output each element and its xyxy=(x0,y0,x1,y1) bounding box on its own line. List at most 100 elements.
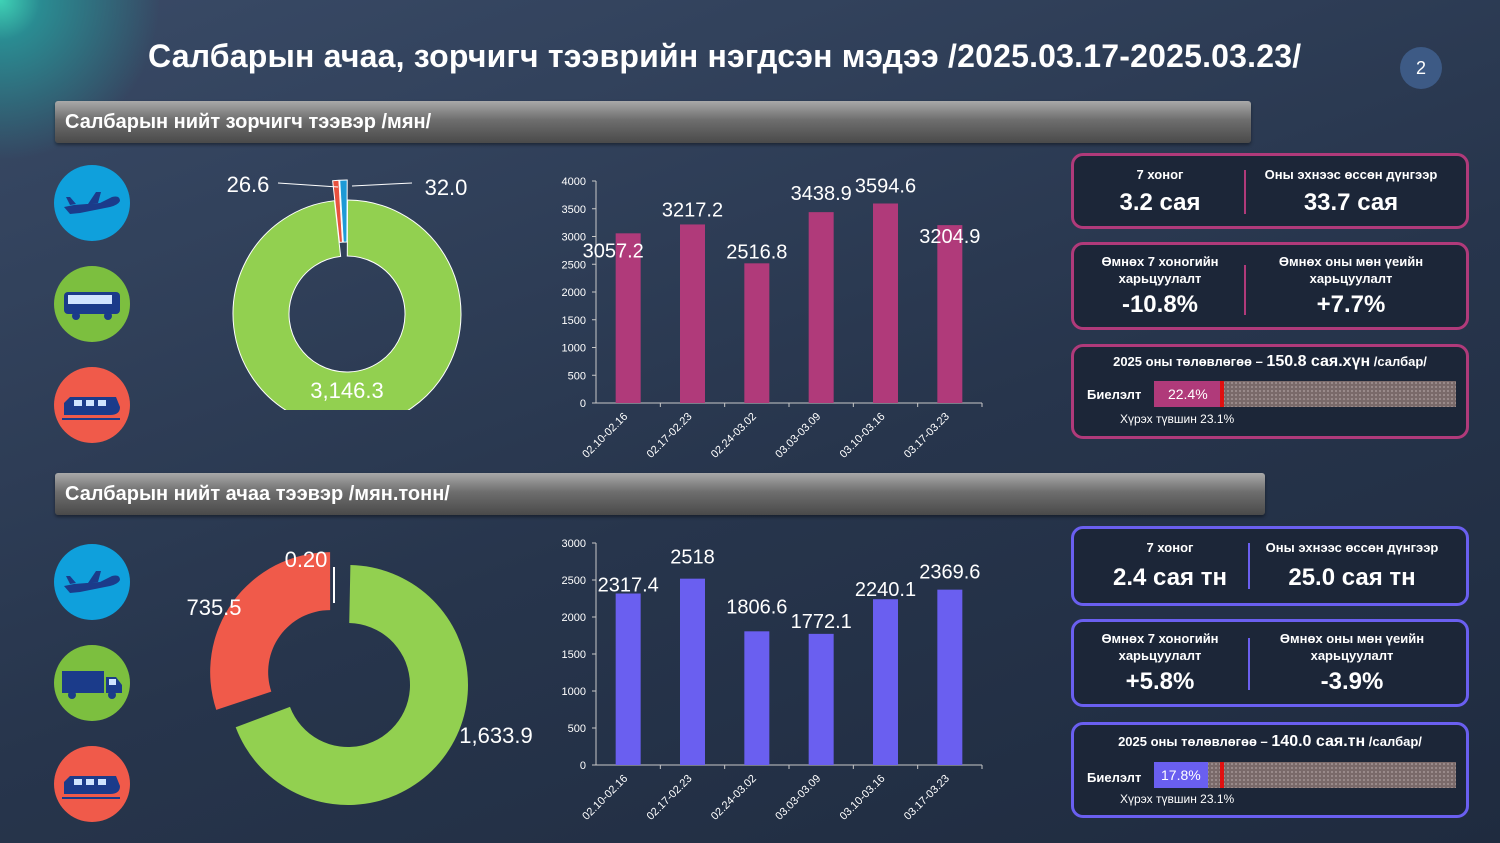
bar-data-label: 3438.9 xyxy=(791,183,852,205)
divider xyxy=(1244,170,1246,214)
passenger-kpi-card: 7 хоног 3.2 сая Оны эхнээс өссөн дүнгээр… xyxy=(1071,153,1469,229)
target-marker xyxy=(1219,762,1224,788)
bar-data-label: 2317.4 xyxy=(598,575,659,597)
page-title: Салбарын ачаа, зорчигч тээврийн нэгдсэн … xyxy=(148,38,1302,74)
donut-slice xyxy=(210,552,331,710)
cargo-bar xyxy=(615,593,641,765)
progress-label: Биелэлт xyxy=(1087,387,1142,402)
cmp-week-label: харьцуулалт xyxy=(1118,648,1202,663)
donut-data-label: 32.0 xyxy=(425,175,468,200)
x-tick-label: 03.03-03.09 xyxy=(773,773,823,823)
passenger-bar xyxy=(873,203,898,403)
passenger-comparison-card: Өмнөх 7 хоногийн харьцуулалт -10.8% Өмнө… xyxy=(1071,242,1469,330)
cmp-year-value: +7.7% xyxy=(1316,291,1386,318)
y-tick-label: 1000 xyxy=(562,686,586,698)
x-tick-label: 02.17-02.23 xyxy=(645,773,695,823)
cmp-week-label: Өмнөх 7 хоногийн xyxy=(1101,254,1219,269)
passenger-bar xyxy=(680,224,705,403)
divider xyxy=(1248,638,1250,690)
leader-line xyxy=(351,182,413,187)
passenger-bar xyxy=(744,263,770,403)
passenger-bar-chart: 0 500 1000 1500 2000 2500 3000 3500 4000 02.10-02… xyxy=(562,175,983,461)
y-tick-label: 1500 xyxy=(562,649,586,661)
y-tick-label: 500 xyxy=(568,723,586,735)
cmp-year-label: Өмнөх оны мөн үеийн xyxy=(1278,254,1424,269)
cmp-week-value: -10.8% xyxy=(1121,291,1199,318)
cmp-year-label: Өмнөх оны мөн үеийн xyxy=(1279,631,1425,646)
leader-line xyxy=(277,182,339,188)
y-tick-label: 0 xyxy=(580,760,586,772)
airplane-icon xyxy=(54,165,130,241)
x-tick-label: 03.10-03.16 xyxy=(838,411,888,461)
x-tick-label: 02.17-02.23 xyxy=(645,411,695,461)
x-tick-label: 02.10-02.16 xyxy=(580,773,630,823)
plan-title: 2025 оны төлөвлөгөө – 150.8 сая.хүн /сал… xyxy=(1113,353,1427,370)
donut-slice xyxy=(232,199,462,410)
donut-data-label: 26.6 xyxy=(227,172,270,197)
cargo-bar xyxy=(680,578,705,765)
y-tick-label: 2500 xyxy=(562,259,586,271)
y-tick-label: 3500 xyxy=(562,204,586,216)
kpi-week-value: 3.2 сая xyxy=(1119,189,1201,216)
x-tick-label: 03.17-03.23 xyxy=(902,773,952,823)
kpi-ytd-value: 25.0 сая тн xyxy=(1288,564,1416,591)
page-number: 2 xyxy=(1400,47,1442,89)
cmp-year-label: харьцуулалт xyxy=(1310,648,1394,663)
y-tick-label: 1500 xyxy=(562,315,586,327)
cargo-bar-chart: 0 500 1000 1500 2000 2500 3000 02.10-02.16 02.17… xyxy=(562,538,983,823)
kpi-ytd-value: 33.7 сая xyxy=(1303,189,1399,216)
bar-data-label: 2369.6 xyxy=(919,562,980,584)
plan-title: 2025 оны төлөвлөгөө – 140.0 сая.тн /салб… xyxy=(1118,733,1422,750)
cargo-bar xyxy=(744,631,770,765)
progress-fill: 22.4% xyxy=(1154,381,1222,407)
bar-data-label: 3057.2 xyxy=(583,240,644,262)
donut-data-label: 735.5 xyxy=(186,595,241,620)
x-tick-label: 03.03-03.09 xyxy=(773,411,823,461)
passenger-donut-chart: 26.6 32.0 3,146.3 xyxy=(227,172,468,410)
donut-data-label: 1,633.9 xyxy=(459,723,532,748)
y-tick-label: 3000 xyxy=(562,538,586,550)
bar-data-label: 2516.8 xyxy=(726,241,787,263)
target-label: Хүрэх түвшин 23.1% xyxy=(1120,412,1235,426)
airplane-icon xyxy=(54,544,130,620)
progress-fill: 17.8% xyxy=(1154,762,1208,788)
cargo-bar xyxy=(873,599,898,765)
y-tick-label: 0 xyxy=(580,398,586,410)
y-tick-label: 4000 xyxy=(562,176,586,188)
bar-data-label: 3204.9 xyxy=(919,226,980,248)
x-tick-label: 02.24-03.02 xyxy=(709,411,759,461)
cmp-week-value: +5.8% xyxy=(1125,668,1195,695)
y-tick-label: 2500 xyxy=(562,575,586,587)
x-tick-label: 02.10-02.16 xyxy=(580,411,630,461)
train-icon xyxy=(54,367,130,443)
cmp-year-value: -3.9% xyxy=(1320,668,1384,695)
donut-data-label: 0.20 xyxy=(285,547,328,572)
cargo-bar xyxy=(808,633,834,765)
passenger-bar xyxy=(937,225,963,403)
target-marker xyxy=(1219,381,1224,407)
cargo-section-title: Салбарын нийт ачаа тээвэр /мян.тонн/ xyxy=(55,473,1265,515)
kpi-ytd-label: Оны эхнээс өссөн дүнгээр xyxy=(1264,167,1438,182)
bus-icon xyxy=(54,266,130,342)
cmp-week-label: Өмнөх 7 хоногийн xyxy=(1101,631,1219,646)
donut-data-label: 3,146.3 xyxy=(310,378,383,403)
x-tick-label: 03.17-03.23 xyxy=(902,411,952,461)
bar-data-label: 3594.6 xyxy=(855,175,916,197)
bar-data-label: 2240.1 xyxy=(855,579,916,601)
y-tick-label: 2000 xyxy=(562,612,586,624)
truck-icon xyxy=(54,645,130,721)
kpi-week-value: 2.4 сая тн xyxy=(1113,564,1227,591)
y-tick-label: 2000 xyxy=(562,287,586,299)
passenger-bar xyxy=(808,212,834,403)
cargo-kpi-card: 7 хоног 2.4 сая тн Оны эхнээс өссөн дүнг… xyxy=(1071,526,1469,606)
passenger-section-title: Салбарын нийт зорчигч тээвэр /мян/ xyxy=(55,101,1251,143)
donut-slice xyxy=(235,565,468,805)
divider xyxy=(1248,543,1250,589)
divider xyxy=(1244,265,1246,315)
cmp-year-label: харьцуулалт xyxy=(1309,271,1393,286)
bar-data-label: 1806.6 xyxy=(726,596,787,618)
y-tick-label: 1000 xyxy=(562,343,586,355)
progress-label: Биелэлт xyxy=(1087,770,1142,785)
cargo-bar xyxy=(937,589,963,765)
bar-data-label: 1772.1 xyxy=(791,611,852,633)
